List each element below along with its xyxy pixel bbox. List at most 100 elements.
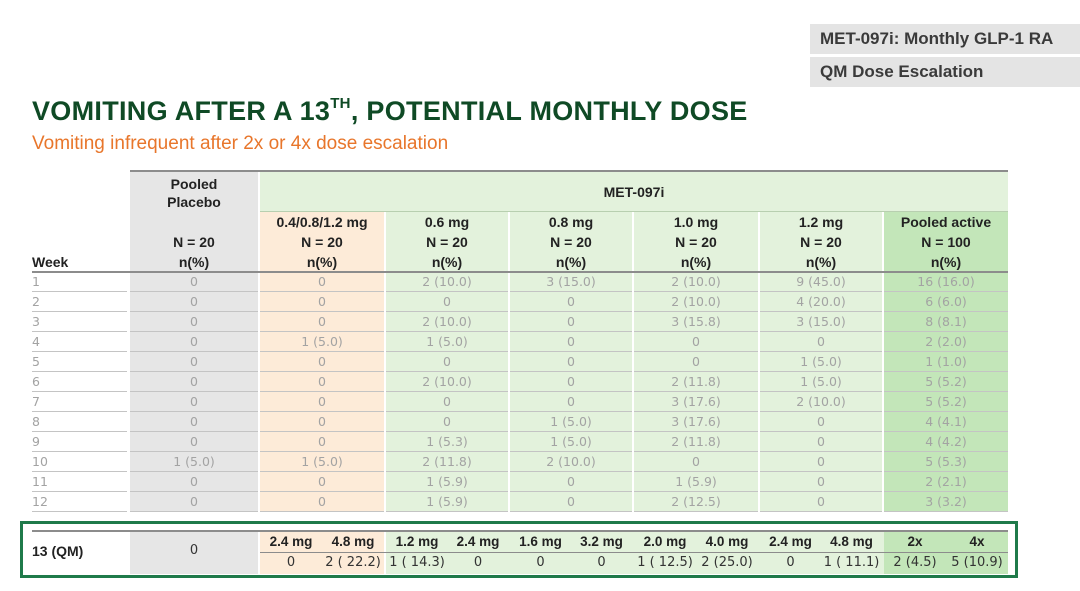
- row-divider: [260, 351, 384, 352]
- row-divider: [884, 291, 1008, 292]
- table-cell: 0: [692, 454, 700, 469]
- qm-dose-subheader: 2.4 mg: [456, 534, 500, 549]
- column-unit-header: n(%): [680, 254, 712, 270]
- table-cell: 3 (15.8): [671, 314, 721, 329]
- table-cell: 3 (17.6): [671, 414, 721, 429]
- table-cell: 0: [318, 394, 326, 409]
- table-cell: 0: [567, 354, 575, 369]
- row-divider: [386, 411, 508, 412]
- qm-column-background: [386, 532, 884, 574]
- row-divider: [510, 311, 632, 312]
- qm-dose-subheader: 4.8 mg: [830, 534, 873, 549]
- table-cell: 0: [817, 494, 825, 509]
- week-label: 7: [32, 394, 40, 409]
- row-divider: [130, 371, 258, 372]
- row-divider: [510, 411, 632, 412]
- table-cell: 5 (5.3): [925, 454, 967, 469]
- table-cell: 2 (10.0): [422, 374, 472, 389]
- row-divider: [386, 491, 508, 492]
- qm-value: 0: [597, 555, 606, 570]
- row-divider: [760, 511, 882, 512]
- table-cell: 4 (4.1): [925, 414, 967, 429]
- table-cell: 0: [190, 494, 198, 509]
- table-cell: 0: [190, 374, 198, 389]
- column-background: [634, 212, 758, 512]
- week-label: 8: [32, 414, 40, 429]
- qm-dose-subheader: 4.0 mg: [705, 534, 749, 549]
- qm-dose-subheader: 4.8 mg: [331, 534, 375, 549]
- table-cell: 5 (5.2): [925, 394, 967, 409]
- table-cell: 2 (10.0): [546, 454, 596, 469]
- slide-subtitle: Vomiting infrequent after 2x or 4x dose …: [32, 133, 449, 154]
- qm-dose-subheader: 2.4 mg: [769, 534, 812, 549]
- qm-value: 1 ( 14.3): [389, 555, 445, 570]
- week-label: 6: [32, 374, 40, 389]
- row-divider: [130, 451, 258, 452]
- table-cell: 1 (5.0): [550, 434, 592, 449]
- group-header-divider: [260, 211, 1008, 212]
- table-cell: 8 (8.1): [925, 314, 967, 329]
- column-n-header: N = 20: [550, 234, 592, 250]
- row-divider: [760, 291, 882, 292]
- table-cell: 0: [318, 494, 326, 509]
- row-divider: [260, 431, 384, 432]
- table-cell: 2 (11.8): [422, 454, 472, 469]
- row-divider: [634, 411, 758, 412]
- qm-dose-subheader: 1.6 mg: [519, 534, 562, 549]
- row-divider: [260, 411, 384, 412]
- table-cell: 2 (10.0): [796, 394, 846, 409]
- qm-mid-rule: [260, 552, 1008, 553]
- row-divider: [634, 471, 758, 472]
- week-header: Week: [32, 254, 69, 270]
- table-cell: 2 (11.8): [671, 374, 721, 389]
- qm-column-background: [130, 532, 258, 574]
- row-divider: [884, 451, 1008, 452]
- header-bottom-rule: [32, 271, 1008, 273]
- table-cell: 1 (5.0): [800, 374, 842, 389]
- row-divider: [386, 331, 508, 332]
- table-cell: 1 (1.0): [925, 354, 967, 369]
- table-cell: 5 (5.2): [925, 374, 967, 389]
- table-cell: 1 (5.0): [550, 414, 592, 429]
- row-divider: [386, 391, 508, 392]
- row-divider: [884, 391, 1008, 392]
- row-divider: [130, 511, 258, 512]
- table-cell: 0: [692, 354, 700, 369]
- column-n-header: N = 20: [675, 234, 717, 250]
- table-cell: 0: [190, 354, 198, 369]
- qm-dose-subheader: 3.2 mg: [580, 534, 623, 549]
- row-divider: [130, 311, 258, 312]
- table-cell: 0: [817, 434, 825, 449]
- row-divider: [130, 291, 258, 292]
- row-divider: [260, 471, 384, 472]
- table-cell: 1 (5.3): [426, 434, 468, 449]
- title-rest: , POTENTIAL MONTHLY DOSE: [350, 96, 748, 126]
- row-divider: [884, 411, 1008, 412]
- row-divider: [130, 491, 258, 492]
- table-cell: 0: [817, 414, 825, 429]
- table-cell: 3 (15.0): [796, 314, 846, 329]
- qm-row-frame: [20, 521, 1018, 578]
- table-cell: 0: [318, 414, 326, 429]
- table-cell: 0: [190, 434, 198, 449]
- row-divider: [32, 491, 127, 492]
- column-n-header: N = 20: [426, 234, 468, 250]
- row-divider: [32, 371, 127, 372]
- table-cell: 0: [318, 314, 326, 329]
- row-divider: [130, 391, 258, 392]
- table-cell: 3 (17.6): [671, 394, 721, 409]
- qm-value: 1 ( 12.5): [637, 555, 693, 570]
- row-divider: [32, 391, 127, 392]
- row-divider: [884, 431, 1008, 432]
- table-cell: 0: [817, 474, 825, 489]
- row-divider: [634, 351, 758, 352]
- table-cell: 6 (6.0): [925, 294, 967, 309]
- table-cell: 0: [318, 474, 326, 489]
- table-cell: 0: [190, 294, 198, 309]
- table-cell: 0: [567, 474, 575, 489]
- row-divider: [884, 331, 1008, 332]
- column-n-header: N = 20: [800, 234, 842, 250]
- table-cell: 0: [318, 354, 326, 369]
- table-cell: 0: [190, 394, 198, 409]
- week-label: 9: [32, 434, 40, 449]
